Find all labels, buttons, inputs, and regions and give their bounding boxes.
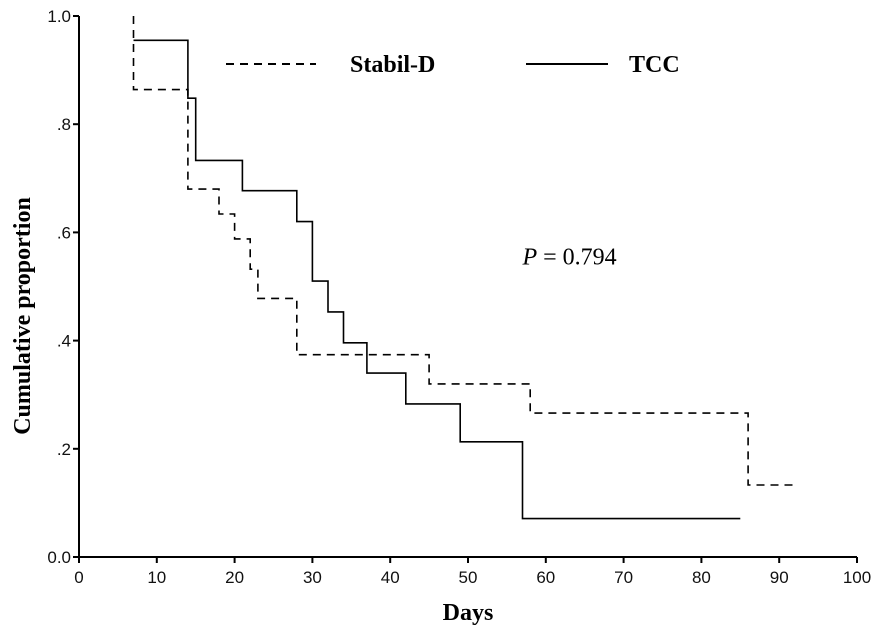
- x-tick-label: 0: [74, 568, 83, 587]
- series-line: [133, 39, 741, 520]
- x-tick-label: 10: [147, 568, 166, 587]
- x-tick-label: 20: [225, 568, 244, 587]
- x-tick-label: 90: [770, 568, 789, 587]
- series-line: [132, 16, 795, 486]
- y-tick-label: 0.0: [47, 548, 71, 567]
- x-axis-title: Days: [443, 600, 494, 626]
- legend: Stabil-D TCC: [226, 52, 680, 78]
- x-tick-label: 30: [303, 568, 322, 587]
- p-value-text: = 0.794: [537, 245, 617, 271]
- y-ticks: 0.0 .2 .4 .6 .8 1.0: [47, 7, 79, 567]
- legend-label-stabil-d: Stabil-D: [350, 52, 435, 78]
- series-stabil-d: [132, 16, 795, 486]
- series-layer: [132, 16, 795, 520]
- series-tcc: [133, 39, 741, 520]
- y-axis-title: Cumulative proportion: [10, 197, 36, 435]
- x-ticks: 0 10 20 30 40 50 60 70 80 90 100: [74, 557, 871, 587]
- y-tick-label: 1.0: [47, 7, 71, 26]
- y-tick-label: .8: [57, 115, 71, 134]
- x-tick-label: 40: [381, 568, 400, 587]
- y-axis: 0.0 .2 .4 .6 .8 1.0: [47, 7, 80, 567]
- x-tick-label: 100: [843, 568, 871, 587]
- legend-label-tcc: TCC: [629, 52, 680, 78]
- y-tick-label: .2: [57, 440, 71, 459]
- x-tick-label: 70: [614, 568, 633, 587]
- x-tick-label: 50: [459, 568, 478, 587]
- x-axis: 0 10 20 30 40 50 60 70 80 90 100: [74, 556, 871, 587]
- x-tick-label: 80: [692, 568, 711, 587]
- y-tick-label: .6: [57, 223, 71, 242]
- y-tick-label: .4: [57, 332, 71, 351]
- p-value-symbol: P: [521, 245, 537, 271]
- x-tick-label: 60: [536, 568, 555, 587]
- p-value-annotation: P = 0.794: [521, 245, 616, 271]
